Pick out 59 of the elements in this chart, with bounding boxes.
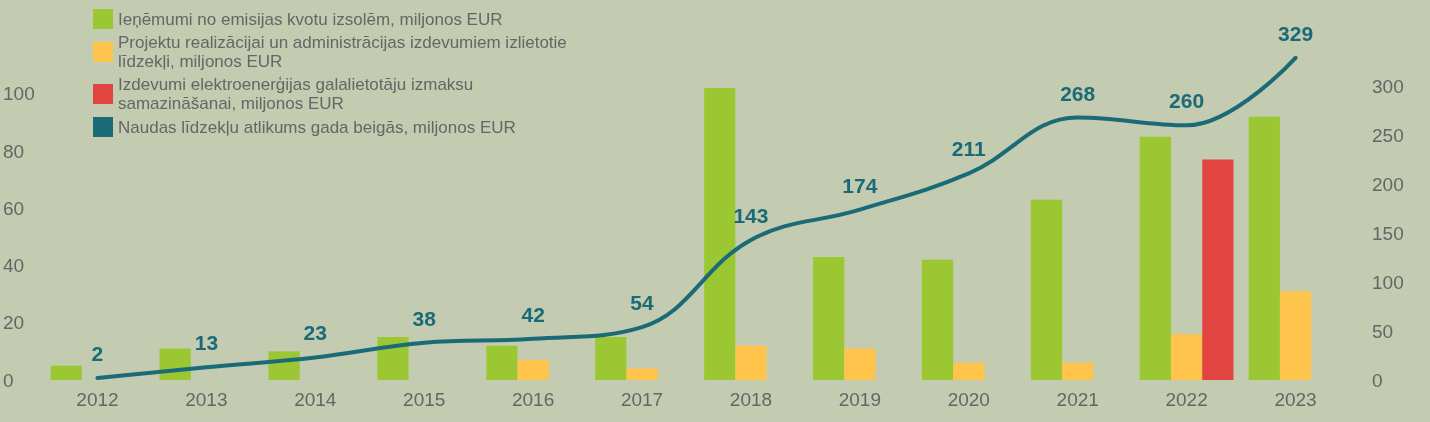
x-tick-label: 2016 (511, 389, 555, 410)
data-label: 54 (630, 291, 655, 315)
x-tick-label: 2014 (294, 389, 337, 410)
data-label: 2 (91, 342, 104, 366)
x-tick-label: 2020 (947, 389, 990, 410)
data-label: 260 (1169, 89, 1205, 113)
bar (626, 368, 658, 380)
x-tick-label: 2018 (729, 389, 773, 410)
y-tick-label: 60 (3, 197, 25, 219)
x-tick-label: 2022 (1165, 389, 1208, 410)
data-label: 329 (1278, 21, 1314, 45)
bar (595, 337, 627, 380)
data-label: 42 (521, 302, 545, 326)
bar (377, 337, 409, 380)
x-tick-label: 2012 (76, 389, 119, 410)
data-label: 13 (194, 331, 219, 355)
legend-label: Ieņēmumi no emisijas kvotu izsolēm, miljonos EUR (118, 9, 503, 29)
data-label: 268 (1060, 81, 1096, 105)
y-tick-label: 0 (3, 369, 14, 391)
bar (704, 88, 736, 380)
legend-label: Projektu realizācijai un administrācijas izdevumiem izlietotie līdzekļi, miljonos EUR (118, 33, 572, 71)
x-tick-label: 2019 (838, 389, 882, 410)
bar (844, 348, 876, 380)
y-tick-label: 100 (3, 83, 35, 105)
y2-tick-label: 300 (1372, 75, 1404, 97)
data-label: 174 (842, 173, 878, 197)
legend-label: Izdevumi elektroenerģijas galalietotāju izmaksu samazināšanai, miljonos EUR (118, 75, 479, 113)
bar (921, 259, 954, 380)
y-tick-label: 20 (3, 312, 25, 334)
y-tick-label: 40 (3, 255, 25, 277)
bar (1171, 334, 1203, 380)
bar (1279, 291, 1312, 380)
bar (486, 345, 518, 380)
x-tick-label: 2013 (185, 389, 228, 410)
x-tick-label: 2021 (1056, 389, 1099, 410)
data-label: 211 (951, 137, 987, 161)
y2-tick-label: 0 (1372, 369, 1383, 391)
x-tick-label: 2023 (1274, 389, 1317, 410)
y-tick-label: 80 (3, 140, 25, 162)
y2-tick-label: 150 (1372, 222, 1404, 244)
bar (953, 362, 985, 380)
bar (1139, 136, 1172, 380)
y2-tick-label: 50 (1372, 320, 1394, 342)
bar (735, 345, 767, 380)
bar (813, 256, 845, 380)
bar (1030, 199, 1063, 380)
bar (1202, 159, 1234, 380)
y2-tick-label: 250 (1372, 124, 1404, 146)
bar (1248, 116, 1280, 380)
x-tick-label: 2017 (620, 389, 664, 410)
bar (1062, 362, 1094, 380)
x-tick-label: 2015 (403, 389, 446, 410)
y2-tick-label: 200 (1372, 173, 1404, 195)
legend-label: Naudas līdzekļu atlikums gada beigās, miljonos EUR (118, 117, 516, 137)
bar (517, 359, 549, 380)
bar (50, 365, 82, 380)
data-label: 23 (303, 321, 327, 345)
data-label: 38 (412, 306, 437, 330)
y2-tick-label: 100 (1372, 271, 1404, 293)
